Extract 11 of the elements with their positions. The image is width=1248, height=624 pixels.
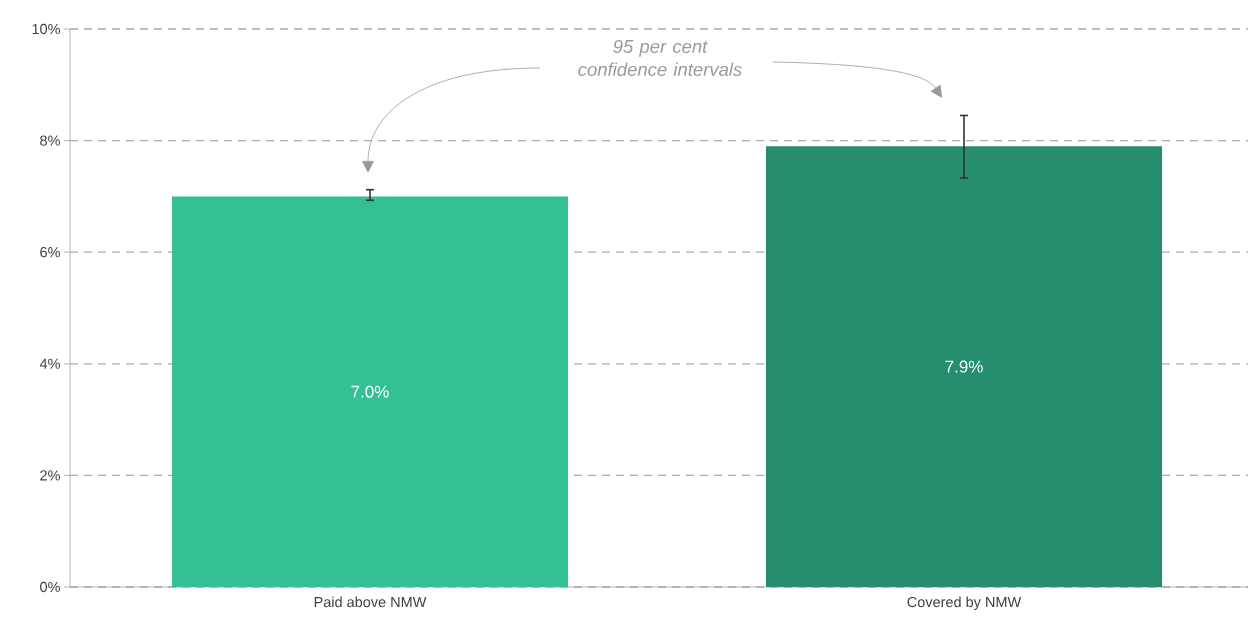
y-tick-label: 4% <box>39 358 60 369</box>
data-label: 7.9% <box>945 360 983 373</box>
y-tick-label: 6% <box>40 247 60 258</box>
y-tick-label: 10% <box>32 23 60 35</box>
annotation: 95 per cent confidence intervals <box>578 39 742 77</box>
y-tick-label: 2% <box>40 470 60 481</box>
x-tick-label: Covered by NMW <box>907 596 1022 611</box>
y-tick-label: 8% <box>40 135 60 146</box>
data-label: 7.0% <box>351 385 389 398</box>
y-tick-label: 0% <box>40 581 60 593</box>
x-tick-label: Paid above NMW <box>314 596 427 608</box>
